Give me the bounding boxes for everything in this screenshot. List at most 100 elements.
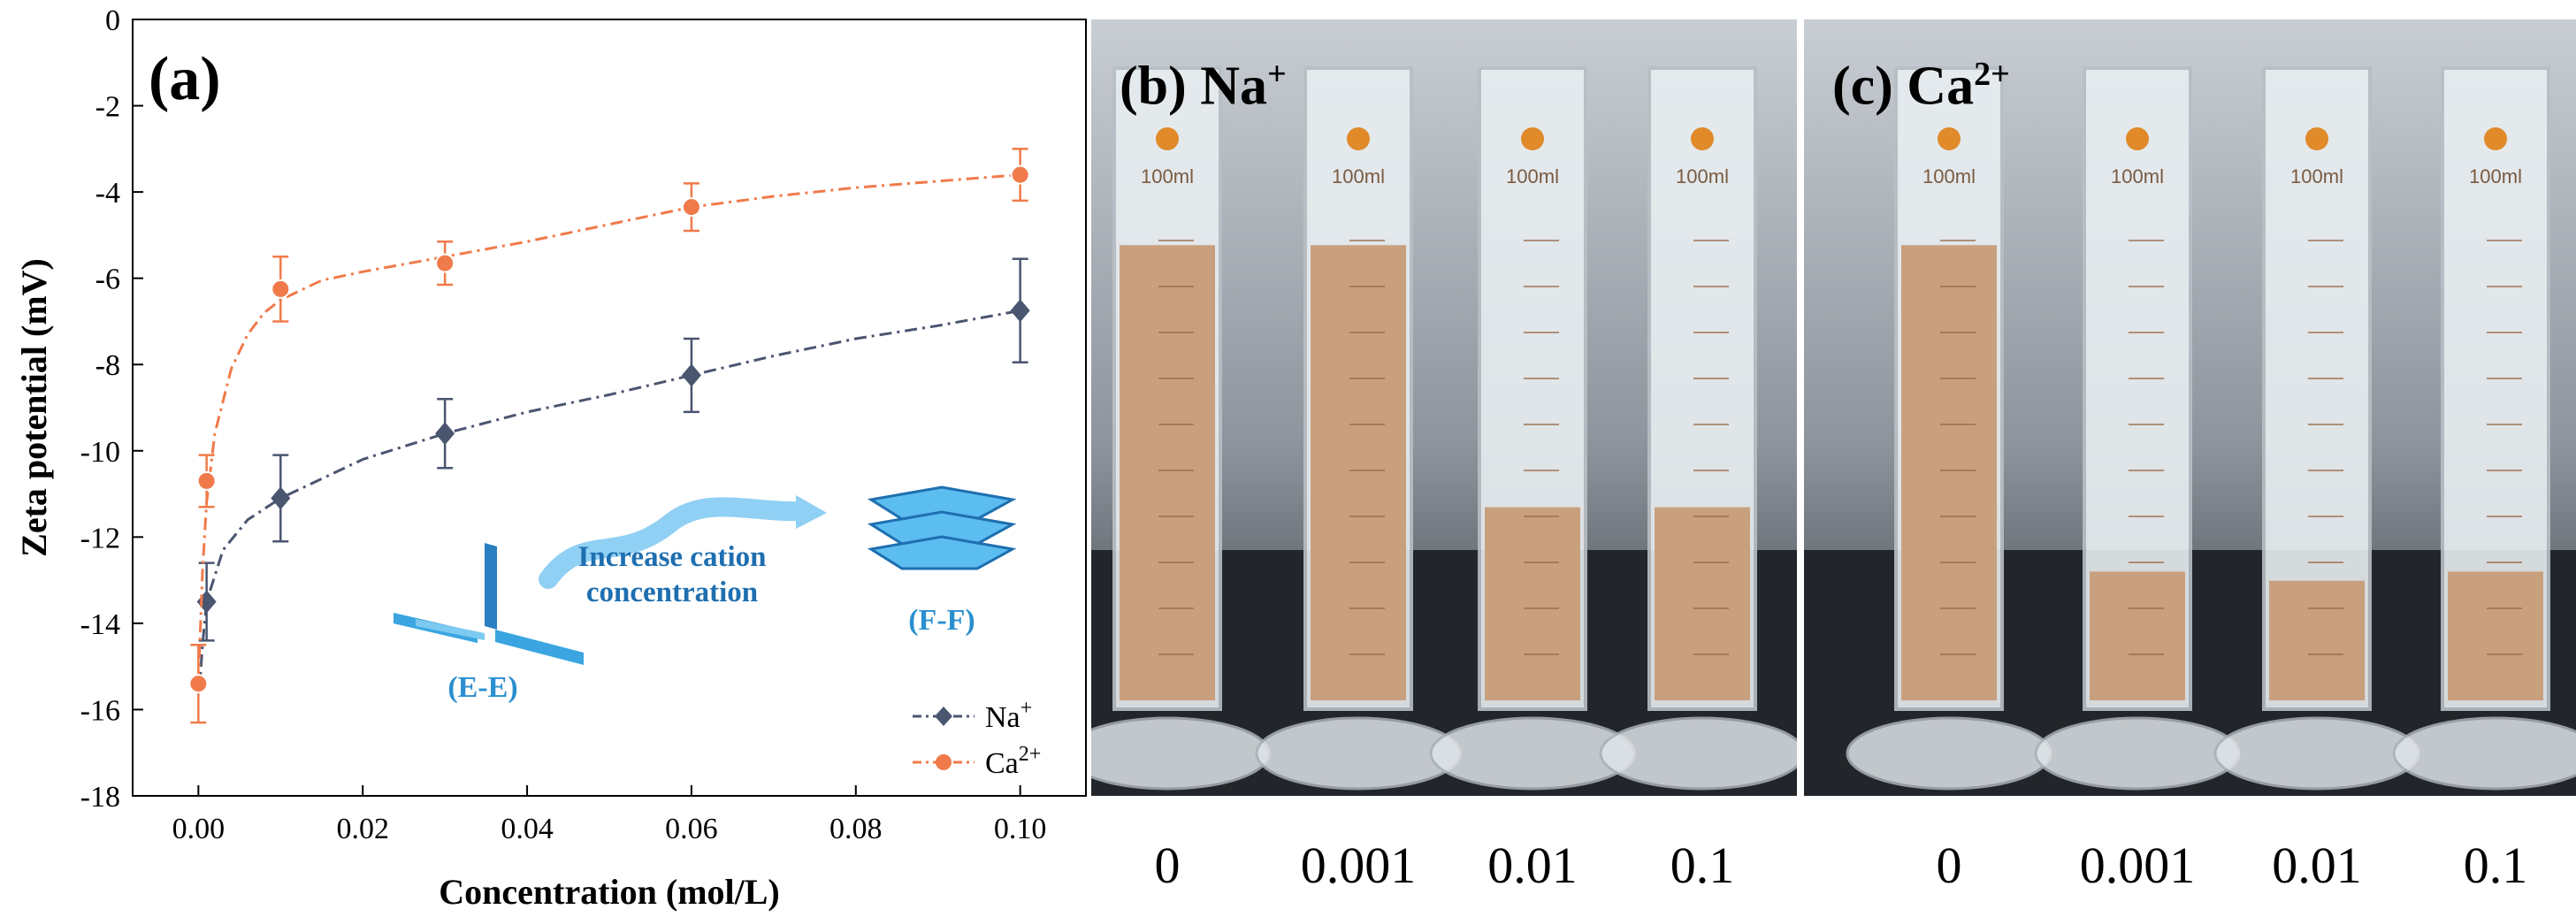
ff-plate	[867, 485, 1017, 521]
x-tick-label: 0.02	[336, 813, 389, 845]
cylinder-base	[2213, 716, 2420, 791]
plot-frame	[132, 19, 1087, 797]
legend-label-na: Na+	[985, 697, 1032, 734]
legend-marker-na	[935, 707, 952, 726]
brand-logo-icon	[2305, 127, 2328, 150]
brand-logo-icon	[1347, 127, 1370, 150]
conc-label-c-0: 0	[1936, 837, 1962, 894]
conc-label-b-3: 0.1	[1670, 837, 1735, 894]
cylinder-b-3: 100ml	[1599, 66, 1797, 791]
sediment	[2269, 580, 2365, 700]
cylinder-b-1: 100ml	[1255, 66, 1462, 791]
conc-label-b-0: 0	[1154, 837, 1181, 894]
legend-marker-ca	[936, 754, 952, 770]
brand-logo-icon	[1938, 127, 1961, 150]
point-ca	[1010, 164, 1030, 185]
y-tick-label: -12	[80, 522, 120, 554]
ee-plate-top	[485, 543, 497, 630]
y-tick-label: -14	[80, 608, 120, 641]
brand-logo-icon	[2484, 127, 2507, 150]
conc-label-b-1: 0.001	[1300, 837, 1417, 894]
cylinder-volume-text: 100ml	[1922, 165, 1976, 187]
cylinder-photo-ca: 100ml 100ml 100ml 100ml	[1804, 19, 2576, 796]
panel-label-a: (a)	[149, 45, 221, 113]
point-ca	[681, 197, 701, 218]
ff-plate	[867, 510, 1017, 546]
sediment	[2448, 571, 2543, 700]
brand-logo-icon	[1156, 127, 1179, 150]
y-tick-label: -10	[80, 436, 120, 469]
fit-line-ca	[196, 173, 1020, 684]
ee-label: (E-E)	[447, 671, 517, 704]
y-tick-label: 0	[105, 4, 120, 37]
conc-label-c-3: 0.1	[2463, 837, 2528, 894]
point-na	[1010, 299, 1030, 323]
point-na	[271, 486, 291, 510]
cylinder-base	[1091, 716, 1271, 791]
sediment	[2090, 571, 2185, 700]
x-tick-label: 0.10	[994, 813, 1047, 845]
ee-plate-left-face	[416, 619, 485, 640]
cylinder-c-1: 100ml	[2034, 66, 2241, 791]
panel-label-c: (c) Ca2+	[1832, 56, 2010, 117]
point-na	[196, 590, 217, 614]
conc-label-b-2: 0.01	[1487, 837, 1578, 894]
point-na	[681, 363, 701, 387]
cylinder-volume-text: 100ml	[1141, 165, 1194, 187]
cylinder-volume-text: 100ml	[1676, 165, 1729, 187]
y-tick-label: -8	[96, 349, 120, 382]
cylinder-base	[2392, 716, 2576, 791]
arrow-body	[539, 497, 810, 589]
y-tick-label: -6	[96, 264, 120, 296]
brand-logo-icon	[2126, 127, 2149, 150]
sediment	[1901, 245, 1997, 700]
cylinder-b-0: 100ml	[1091, 66, 1271, 791]
cylinder-c-0: 100ml	[1846, 66, 2052, 791]
x-tick-label: 0.04	[501, 813, 554, 845]
cylinder-c-3: 100ml	[2392, 66, 2576, 791]
cylinder-volume-text: 100ml	[2290, 165, 2343, 187]
y-tick-label: -16	[80, 694, 120, 727]
conc-label-c-1: 0.001	[2079, 837, 2196, 894]
arrow-text-2: concentration	[586, 577, 758, 608]
point-ca	[435, 253, 455, 273]
photo-panel-ca: 100ml 100ml 100ml 100ml (c) Ca2+	[1804, 19, 2576, 796]
conc-label-c-2: 0.01	[2272, 837, 2362, 894]
y-tick-label: -4	[96, 177, 120, 210]
point-ca	[196, 470, 217, 491]
x-tick-label: 0.00	[172, 813, 225, 845]
photo-panel-na: 100ml 100ml 100ml 100ml (b) Na+	[1091, 19, 1797, 796]
y-tick-label: -18	[80, 781, 120, 814]
x-axis-title: Concentration (mol/L)	[439, 872, 780, 912]
fit-line-na	[197, 309, 1020, 693]
point-na	[435, 422, 455, 446]
ff-plate	[867, 535, 1017, 570]
cylinder-base	[1599, 716, 1797, 791]
cylinder-base	[1846, 716, 2052, 791]
y-tick-label: -2	[96, 91, 120, 124]
arrow-head	[796, 495, 827, 529]
legend-label-ca: Ca2+	[985, 743, 1041, 780]
cylinder-c-2: 100ml	[2213, 66, 2420, 791]
panel-label-b: (b) Na+	[1120, 56, 1287, 117]
brand-logo-icon	[1691, 127, 1714, 150]
cylinder-volume-text: 100ml	[1332, 165, 1385, 187]
y-axis-title: Zeta potential (mV)	[14, 258, 54, 557]
zeta-potential-chart: 0 -2 -4 -6 -8 -10 -12 -14 -16 -18 0.00 0.02 0.04 0.06…	[14, 4, 1087, 912]
x-tick-label: 0.08	[829, 813, 883, 845]
ff-label: (F-F)	[908, 604, 975, 637]
cylinder-volume-text: 100ml	[1506, 165, 1559, 187]
ee-plate-right	[495, 630, 584, 665]
aggregation-schematic: (E-E) Increase cation concentration (F-F)	[394, 485, 1017, 704]
cylinder-b-2: 100ml	[1429, 66, 1636, 791]
arrow-text-1: Increase cation	[578, 541, 767, 573]
sediment	[1485, 507, 1580, 700]
cylinder-base	[2034, 716, 2241, 791]
point-ca	[188, 674, 209, 694]
x-tick-label: 0.06	[665, 813, 718, 845]
cylinder-volume-text: 100ml	[2469, 165, 2522, 187]
brand-logo-icon	[1521, 127, 1544, 150]
sediment	[1655, 507, 1750, 700]
sediment	[1120, 245, 1215, 700]
sediment	[1311, 245, 1406, 700]
